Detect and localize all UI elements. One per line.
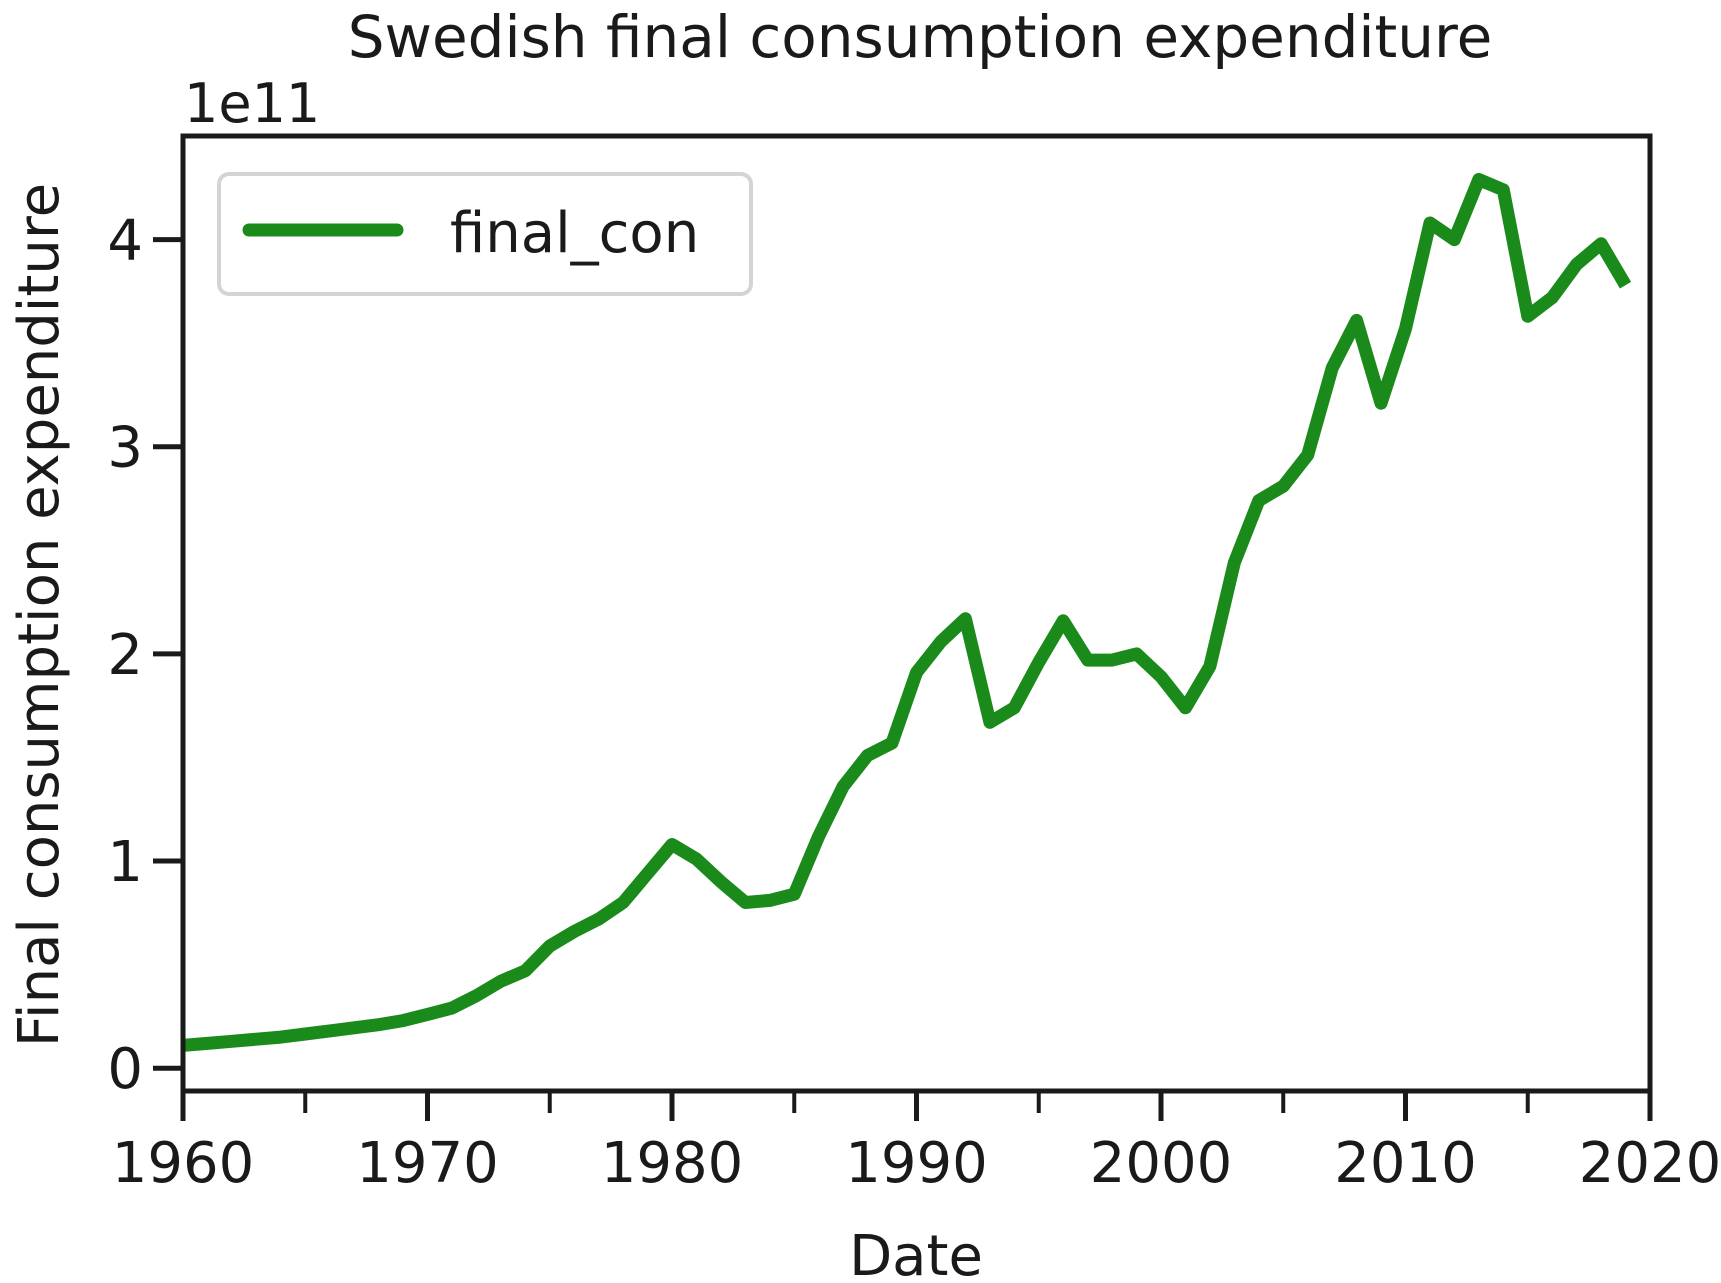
legend-box — [217, 172, 753, 296]
x-tick-label: 2000 — [1090, 1131, 1233, 1196]
series-layer — [182, 173, 1632, 1052]
y-axis-offset-label: 1e11 — [184, 72, 320, 135]
chart-title: Swedish final consumption expenditure — [348, 3, 1493, 71]
x-tick-label: 1990 — [845, 1131, 988, 1196]
y-axis-ticks: 0 1 2 3 4 — [107, 209, 183, 1102]
x-tick-label: 2010 — [1334, 1131, 1477, 1196]
x-tick-label: 1960 — [112, 1131, 255, 1196]
x-tick-label: 2020 — [1579, 1131, 1721, 1196]
x-axis-ticks: 1960 1970 1980 1990 2000 2010 2020 — [112, 1091, 1721, 1196]
x-tick-label: 1970 — [356, 1131, 499, 1196]
y-tick-label: 1 — [107, 830, 143, 895]
y-axis-label: Final consumption expenditure — [7, 183, 72, 1047]
x-tick-label: 1980 — [601, 1131, 744, 1196]
x-axis-label: Date — [849, 1224, 983, 1283]
y-tick-label: 0 — [107, 1037, 143, 1102]
series-line-final-con — [182, 173, 1632, 1052]
plot-frame — [180, 133, 1653, 1094]
legend: final_con — [217, 172, 753, 296]
y-tick-label: 4 — [107, 209, 143, 274]
y-tick-label: 2 — [107, 623, 143, 688]
y-tick-label: 3 — [107, 416, 143, 481]
legend-label: final_con — [450, 201, 699, 266]
